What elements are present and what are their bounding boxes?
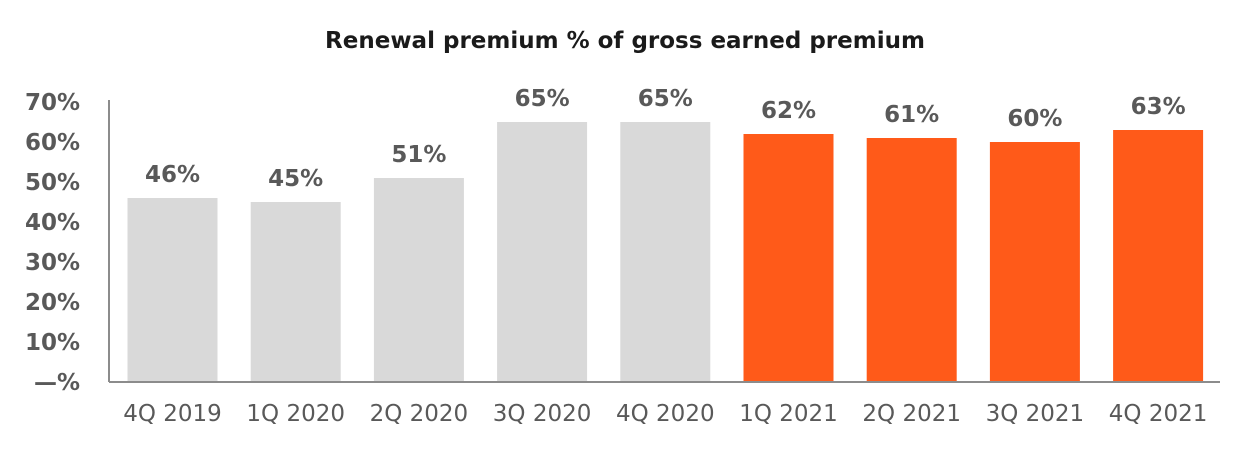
- data-label: 45%: [268, 166, 323, 192]
- y-tick-label: 30%: [25, 250, 80, 276]
- x-tick-label: 3Q 2020: [493, 401, 592, 427]
- bar: [127, 198, 218, 382]
- y-tick-label: 50%: [25, 170, 80, 196]
- bar: [866, 138, 957, 382]
- data-label: 62%: [761, 98, 816, 124]
- chart-title: Renewal premium % of gross earned premiu…: [325, 28, 925, 54]
- x-tick-label: 1Q 2020: [246, 401, 345, 427]
- y-tick-label: 40%: [25, 210, 80, 236]
- x-tick-label: 1Q 2021: [739, 401, 838, 427]
- y-tick-label: 70%: [25, 90, 80, 116]
- x-tick-label: 3Q 2021: [986, 401, 1085, 427]
- y-tick-label: 10%: [25, 330, 80, 356]
- bar: [989, 142, 1080, 382]
- bar: [620, 122, 711, 382]
- x-tick-label: 2Q 2020: [370, 401, 469, 427]
- data-label: 65%: [515, 86, 570, 112]
- bar: [743, 134, 834, 382]
- data-label: 63%: [1131, 94, 1186, 120]
- data-label: 51%: [391, 142, 446, 168]
- x-tick-label: 4Q 2020: [616, 401, 715, 427]
- data-label: 60%: [1007, 106, 1062, 132]
- x-tick-label: 4Q 2019: [123, 401, 222, 427]
- y-tick-label: 60%: [25, 130, 80, 156]
- data-label: 46%: [145, 162, 200, 188]
- data-label: 61%: [884, 102, 939, 128]
- bar: [250, 202, 341, 382]
- bar: [1113, 130, 1204, 382]
- x-tick-label: 2Q 2021: [862, 401, 961, 427]
- bar: [497, 122, 588, 382]
- bar: [373, 178, 464, 382]
- y-tick-label: —%: [34, 370, 80, 396]
- data-label: 65%: [638, 86, 693, 112]
- y-tick-label: 20%: [25, 290, 80, 316]
- x-tick-label: 4Q 2021: [1109, 401, 1208, 427]
